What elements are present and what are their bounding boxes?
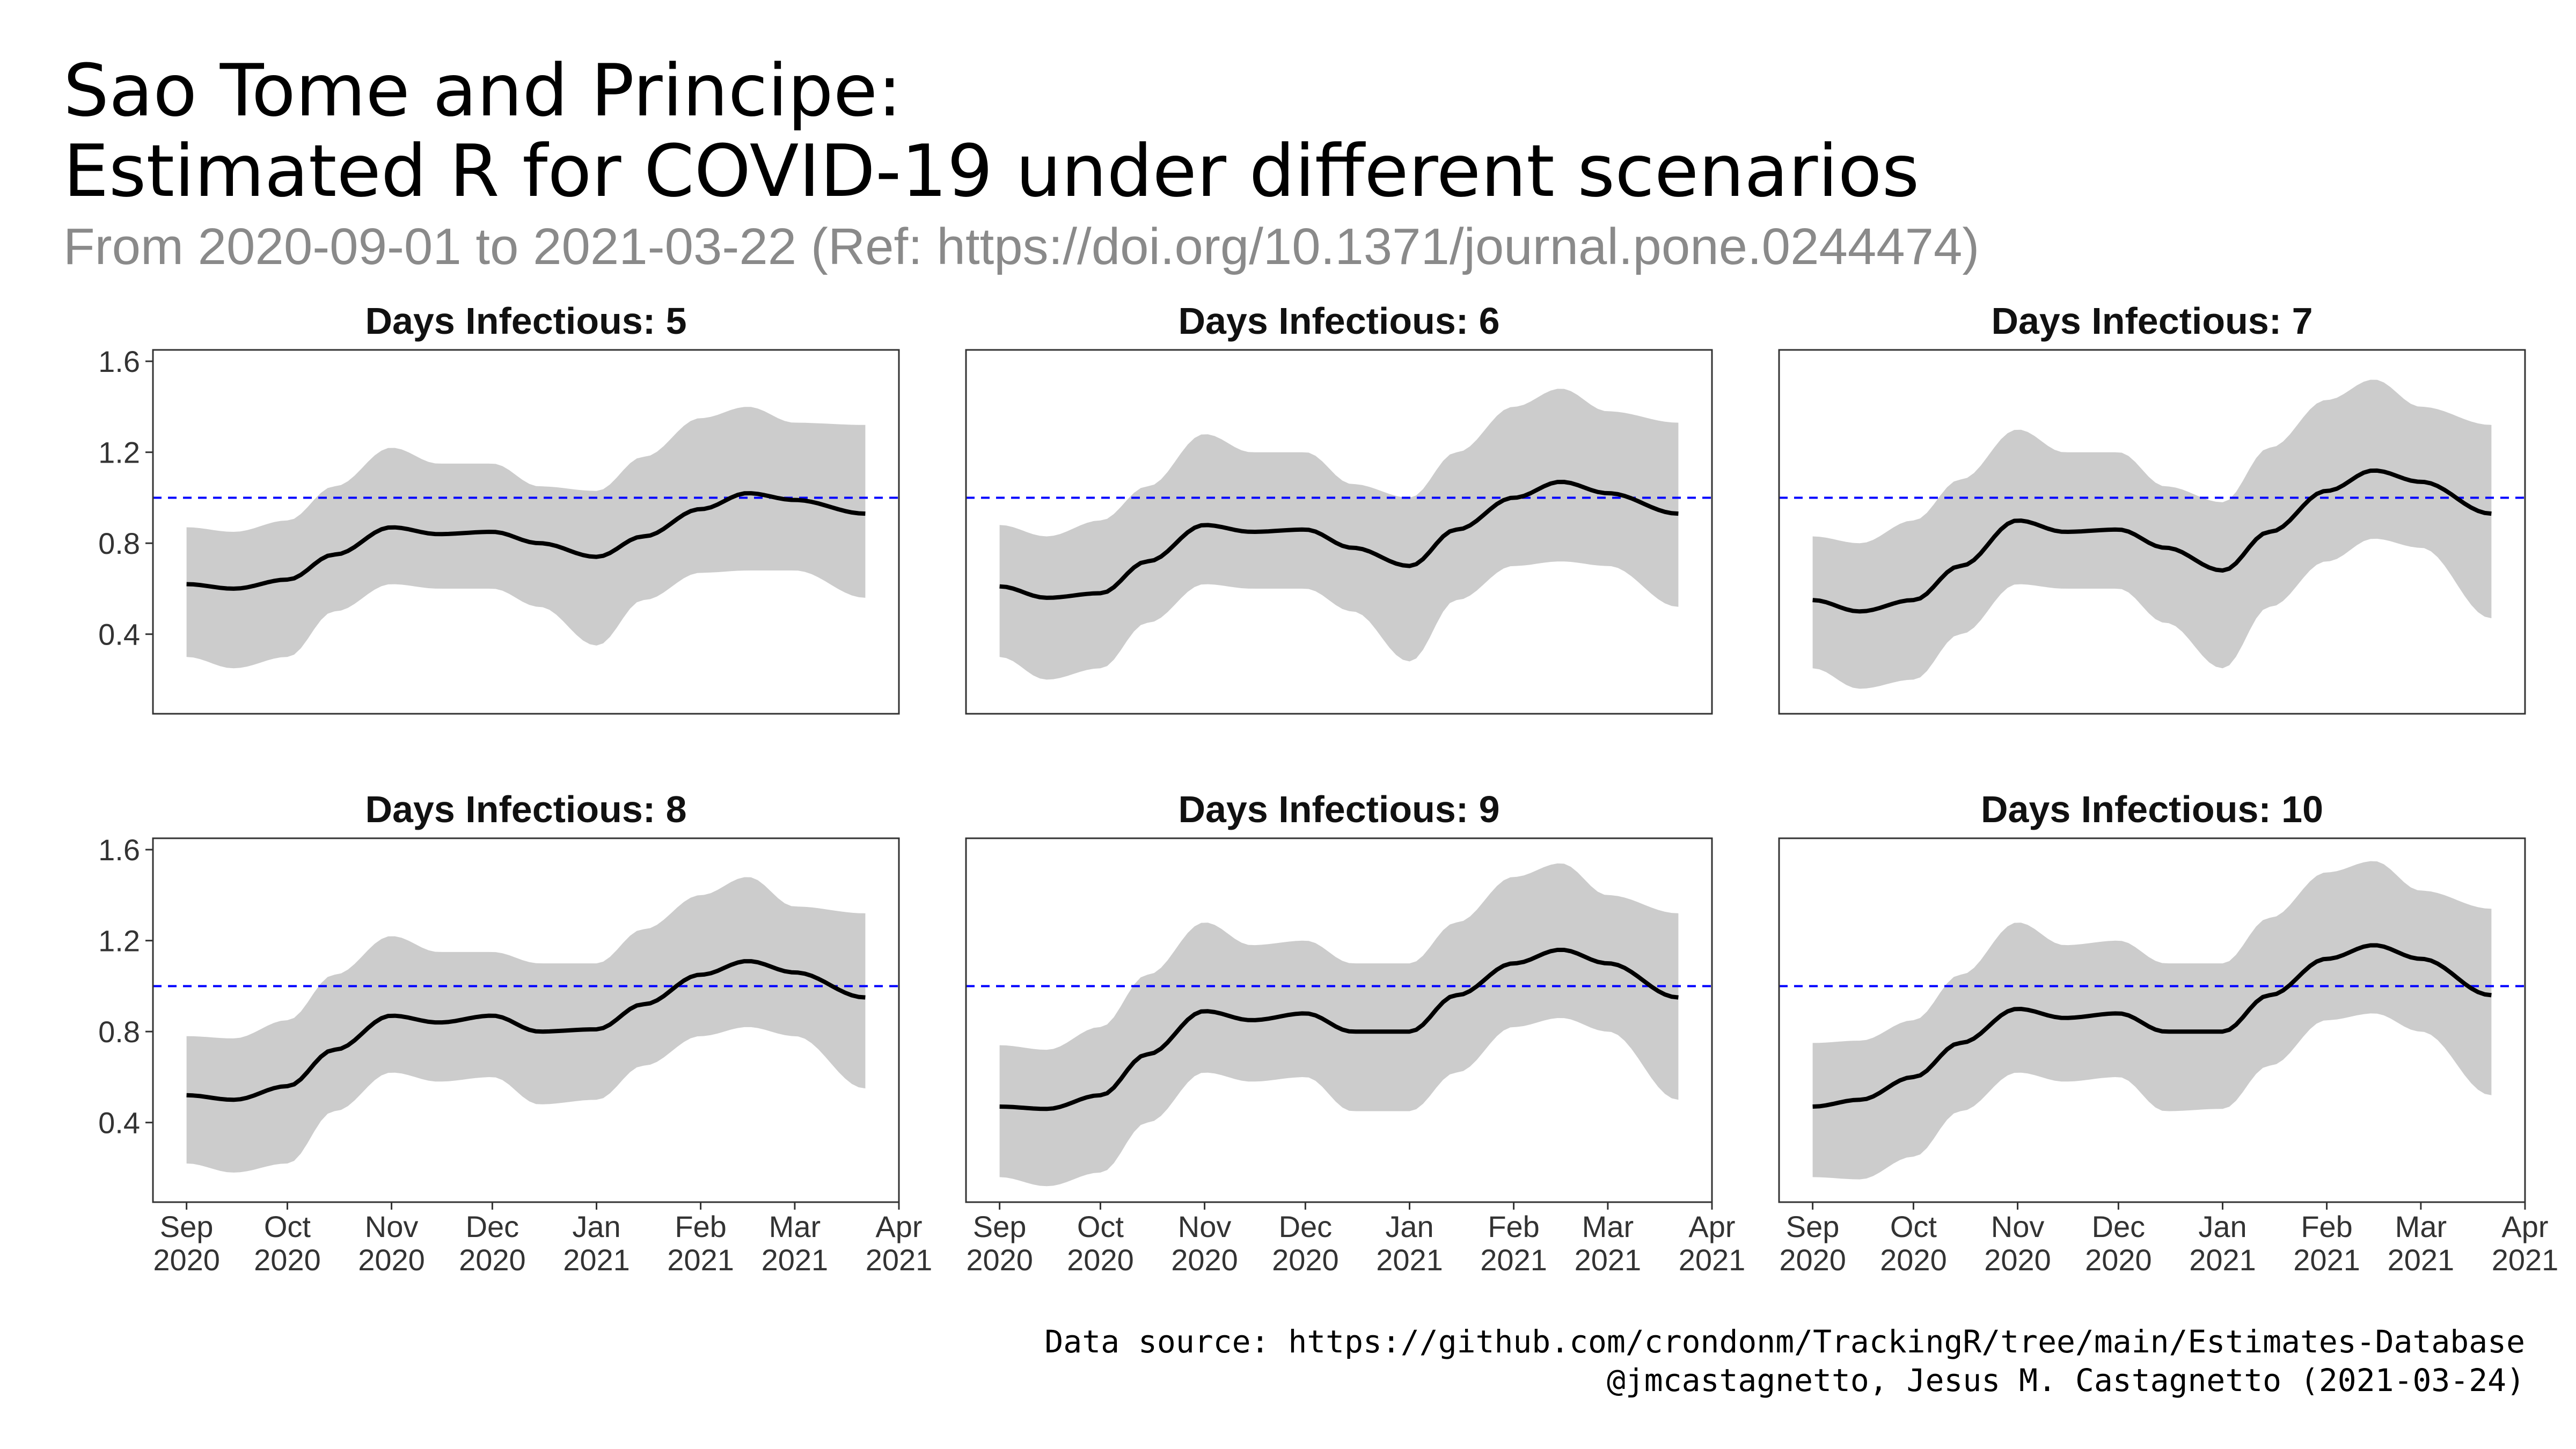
x-tick-label-month: Feb: [1488, 1210, 1540, 1243]
x-tick-label-month: Mar: [2395, 1210, 2447, 1243]
panel-days-5: Days Infectious: 5 0.4 0.8 1.2 1.6: [98, 300, 900, 715]
y-tick-label: 0.8: [98, 526, 140, 560]
x-tick-label-month: Apr: [1688, 1210, 1735, 1243]
x-tick-label-month: Nov: [365, 1210, 419, 1243]
y-tick-label: 1.2: [98, 924, 140, 958]
x-tick-label-month: Apr: [875, 1210, 922, 1243]
estimate-line: [999, 948, 1679, 1111]
subtitle: From 2020-09-01 to 2021-03-22 (Ref: http…: [63, 218, 1979, 275]
x-tick-label-month: Nov: [1178, 1210, 1232, 1243]
x-tick-label-year: 2021: [762, 1243, 829, 1277]
x-tick-label-month: Sep: [973, 1210, 1027, 1243]
y-tick-label: 0.4: [98, 1106, 140, 1140]
estimate-line: [999, 480, 1679, 600]
panel-days-8: Days Infectious: 80.40.81.21.6Sep2020Oct…: [98, 788, 932, 1277]
x-tick-label-year: 2020: [153, 1243, 220, 1277]
x-tick-label-year: 2020: [2085, 1243, 2152, 1277]
estimate-line: [186, 491, 866, 591]
y-tick-label: 1.6: [98, 345, 140, 378]
x-tick-label-year: 2020: [254, 1243, 321, 1277]
x-tick-label-year: 2021: [2293, 1243, 2360, 1277]
estimate-line: [186, 959, 866, 1102]
y-tick-label: 1.6: [98, 833, 140, 867]
x-tick-label-year: 2021: [563, 1243, 630, 1277]
x-tick-label-month: Jan: [572, 1210, 620, 1243]
panel-title: Days Infectious: 7: [1991, 300, 2312, 342]
panel-days-7: Days Infectious: 7: [1778, 300, 2526, 715]
x-tick-label-year: 2021: [2388, 1243, 2455, 1277]
x-tick-label-month: Mar: [1582, 1210, 1634, 1243]
x-tick-label-month: Jan: [2198, 1210, 2246, 1243]
panel-days-9: Days Infectious: 9Sep2020Oct2020Nov2020D…: [965, 788, 1746, 1277]
interval-band: [186, 877, 866, 1173]
x-tick-label-month: Dec: [466, 1210, 519, 1243]
panel-border: [1778, 837, 2526, 1203]
panel-title: Days Infectious: 5: [365, 300, 686, 342]
panel-border: [965, 349, 1713, 715]
panel-title: Days Infectious: 10: [1981, 788, 2323, 830]
panel-border: [965, 837, 1713, 1203]
x-tick-label-month: Dec: [1279, 1210, 1333, 1243]
x-tick-label-month: Jan: [1385, 1210, 1433, 1243]
title-line-2: Estimated R for COVID-19 under different…: [63, 129, 1919, 213]
x-tick-label-year: 2020: [966, 1243, 1033, 1277]
interval-band: [1812, 861, 2492, 1180]
x-tick-label-year: 2021: [2492, 1243, 2559, 1277]
panel-border: [152, 837, 900, 1203]
x-tick-label-month: Dec: [2092, 1210, 2146, 1243]
panel-title: Days Infectious: 9: [1178, 788, 1499, 830]
x-tick-label-year: 2020: [1779, 1243, 1846, 1277]
x-tick-label-year: 2020: [358, 1243, 425, 1277]
x-tick-label-month: Feb: [2301, 1210, 2353, 1243]
x-tick-label-month: Feb: [675, 1210, 727, 1243]
x-tick-label-month: Nov: [1991, 1210, 2045, 1243]
title-line-1: Sao Tome and Principe:: [63, 49, 902, 133]
interval-band: [1812, 379, 2492, 689]
estimate-line: [1812, 468, 2492, 614]
x-tick-label-year: 2020: [1272, 1243, 1339, 1277]
x-tick-label-year: 2021: [667, 1243, 734, 1277]
x-tick-label-year: 2020: [1984, 1243, 2051, 1277]
panel-title: Days Infectious: 6: [1178, 300, 1499, 342]
x-tick-label-year: 2021: [1376, 1243, 1443, 1277]
interval-band: [186, 407, 866, 669]
x-tick-label-month: Sep: [1786, 1210, 1840, 1243]
x-tick-label-year: 2020: [1880, 1243, 1947, 1277]
caption-data-source: Data source: https://github.com/crondonm…: [1044, 1323, 2525, 1360]
panel-days-6: Days Infectious: 6: [965, 300, 1713, 715]
panel-title: Days Infectious: 8: [365, 788, 686, 830]
panel-border: [1778, 349, 2526, 715]
x-tick-label-year: 2021: [2189, 1243, 2256, 1277]
x-tick-label-month: Sep: [160, 1210, 214, 1243]
panel-days-10: Days Infectious: 10Sep2020Oct2020Nov2020…: [1778, 788, 2559, 1277]
x-tick-label-year: 2021: [1480, 1243, 1547, 1277]
interval-band: [999, 863, 1679, 1187]
x-tick-label-month: Oct: [1890, 1210, 1937, 1243]
y-tick-label: 1.2: [98, 436, 140, 470]
y-tick-label: 0.8: [98, 1015, 140, 1049]
x-tick-label-month: Oct: [264, 1210, 311, 1243]
x-tick-label-year: 2020: [459, 1243, 526, 1277]
caption-author: @jmcastagnetto, Jesus M. Castagnetto (20…: [1607, 1362, 2525, 1399]
x-tick-label-year: 2021: [1575, 1243, 1642, 1277]
x-tick-label-month: Mar: [769, 1210, 821, 1243]
x-tick-label-month: Oct: [1077, 1210, 1124, 1243]
x-tick-label-year: 2020: [1067, 1243, 1134, 1277]
x-tick-label-month: Apr: [2501, 1210, 2548, 1243]
x-tick-label-year: 2021: [1679, 1243, 1746, 1277]
interval-band: [999, 389, 1679, 680]
x-tick-label-year: 2020: [1171, 1243, 1238, 1277]
y-tick-label: 0.4: [98, 618, 140, 652]
estimate-line: [1812, 943, 2492, 1109]
x-tick-label-year: 2021: [866, 1243, 933, 1277]
panel-border: [152, 349, 900, 715]
